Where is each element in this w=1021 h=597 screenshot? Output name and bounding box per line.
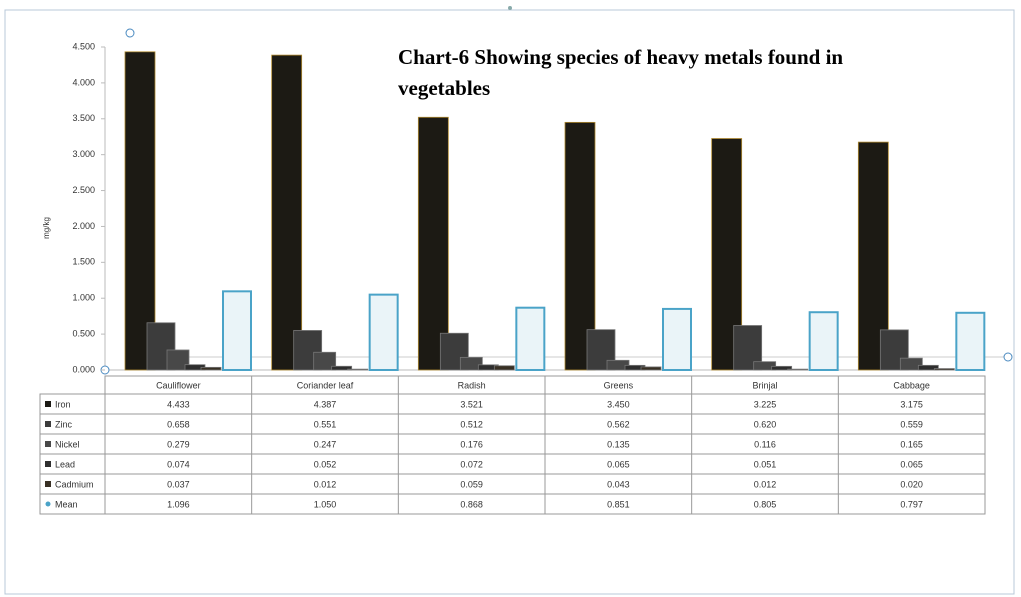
bar bbox=[810, 312, 838, 370]
legend-marker bbox=[45, 461, 51, 467]
table-cell: 0.020 bbox=[900, 479, 923, 489]
table-cell: 0.176 bbox=[460, 439, 483, 449]
table-cell: 0.868 bbox=[460, 499, 483, 509]
table-cell: 0.658 bbox=[167, 419, 190, 429]
y-tick-label: 2.000 bbox=[72, 221, 95, 231]
legend-label: Mean bbox=[55, 499, 78, 509]
selection-handle[interactable] bbox=[1004, 353, 1012, 361]
table-cell: 0.135 bbox=[607, 439, 630, 449]
selection-handle[interactable] bbox=[126, 29, 134, 37]
table-cell: 0.052 bbox=[314, 459, 337, 469]
table-cell: 0.065 bbox=[607, 459, 630, 469]
table-cell: 0.012 bbox=[754, 479, 777, 489]
y-tick-label: 0.500 bbox=[72, 328, 95, 338]
table-cell: 3.175 bbox=[900, 399, 923, 409]
table-cell: 0.059 bbox=[460, 479, 483, 489]
x-tick-label: Brinjal bbox=[752, 380, 777, 390]
legend-label: Lead bbox=[55, 459, 75, 469]
table-cell: 0.851 bbox=[607, 499, 630, 509]
table-cell: 4.433 bbox=[167, 399, 190, 409]
x-tick-label: Radish bbox=[458, 380, 486, 390]
bar bbox=[348, 369, 368, 370]
legend-marker bbox=[45, 441, 51, 447]
y-tick-label: 2.500 bbox=[72, 185, 95, 195]
table-cell: 3.225 bbox=[754, 399, 777, 409]
bar bbox=[934, 369, 954, 370]
chart-title: vegetables bbox=[398, 76, 490, 100]
table-cell: 0.043 bbox=[607, 479, 630, 489]
bar bbox=[663, 309, 691, 370]
bar bbox=[223, 291, 251, 370]
bar bbox=[370, 295, 398, 370]
bar bbox=[272, 55, 302, 370]
chart-title: Chart-6 Showing species of heavy metals … bbox=[398, 45, 843, 69]
chart: Chart-6 Showing species of heavy metals … bbox=[0, 0, 1021, 597]
bar bbox=[788, 369, 808, 370]
x-tick-label: Coriander leaf bbox=[297, 380, 354, 390]
table-cell: 3.521 bbox=[460, 399, 483, 409]
legend-marker bbox=[45, 481, 51, 487]
table-cell: 1.050 bbox=[314, 499, 337, 509]
table-cell: 0.247 bbox=[314, 439, 337, 449]
table-cell: 4.387 bbox=[314, 399, 337, 409]
table-cell: 0.074 bbox=[167, 459, 190, 469]
table-cell: 1.096 bbox=[167, 499, 190, 509]
table-cell: 0.512 bbox=[460, 419, 483, 429]
legend-marker bbox=[45, 421, 51, 427]
table-cell: 0.562 bbox=[607, 419, 630, 429]
legend-label: Nickel bbox=[55, 439, 80, 449]
bar bbox=[641, 367, 661, 370]
legend-label: Zinc bbox=[55, 419, 73, 429]
table-cell: 0.165 bbox=[900, 439, 923, 449]
x-tick-label: Greens bbox=[604, 380, 634, 390]
bar bbox=[418, 117, 448, 370]
table-cell: 0.551 bbox=[314, 419, 337, 429]
resize-handle[interactable] bbox=[508, 6, 512, 10]
table-cell: 0.797 bbox=[900, 499, 923, 509]
legend-marker bbox=[45, 401, 51, 407]
y-tick-label: 4.500 bbox=[72, 41, 95, 51]
y-tick-label: 1.000 bbox=[72, 293, 95, 303]
table-cell: 0.072 bbox=[460, 459, 483, 469]
x-tick-label: Cauliflower bbox=[156, 380, 201, 390]
table-cell: 3.450 bbox=[607, 399, 630, 409]
table-cell: 0.805 bbox=[754, 499, 777, 509]
legend-label: Cadmium bbox=[55, 479, 94, 489]
table-cell: 0.051 bbox=[754, 459, 777, 469]
table-cell: 0.620 bbox=[754, 419, 777, 429]
table-cell: 0.065 bbox=[900, 459, 923, 469]
table-cell: 0.037 bbox=[167, 479, 190, 489]
y-axis-label: mg/kg bbox=[42, 217, 51, 239]
table-cell: 0.012 bbox=[314, 479, 337, 489]
bar bbox=[516, 308, 544, 370]
table-cell: 0.559 bbox=[900, 419, 923, 429]
y-tick-label: 4.000 bbox=[72, 77, 95, 87]
table-cell: 0.116 bbox=[754, 439, 776, 449]
table-cell: 0.279 bbox=[167, 439, 190, 449]
y-tick-label: 3.000 bbox=[72, 149, 95, 159]
bar bbox=[494, 366, 514, 370]
bar bbox=[956, 313, 984, 370]
legend-marker bbox=[46, 502, 51, 507]
x-tick-label: Cabbage bbox=[893, 380, 930, 390]
bar bbox=[201, 367, 221, 370]
y-tick-label: 0.000 bbox=[72, 364, 95, 374]
legend-label: Iron bbox=[55, 399, 71, 409]
y-tick-label: 1.500 bbox=[72, 257, 95, 267]
bar bbox=[125, 52, 155, 370]
y-tick-label: 3.500 bbox=[72, 113, 95, 123]
